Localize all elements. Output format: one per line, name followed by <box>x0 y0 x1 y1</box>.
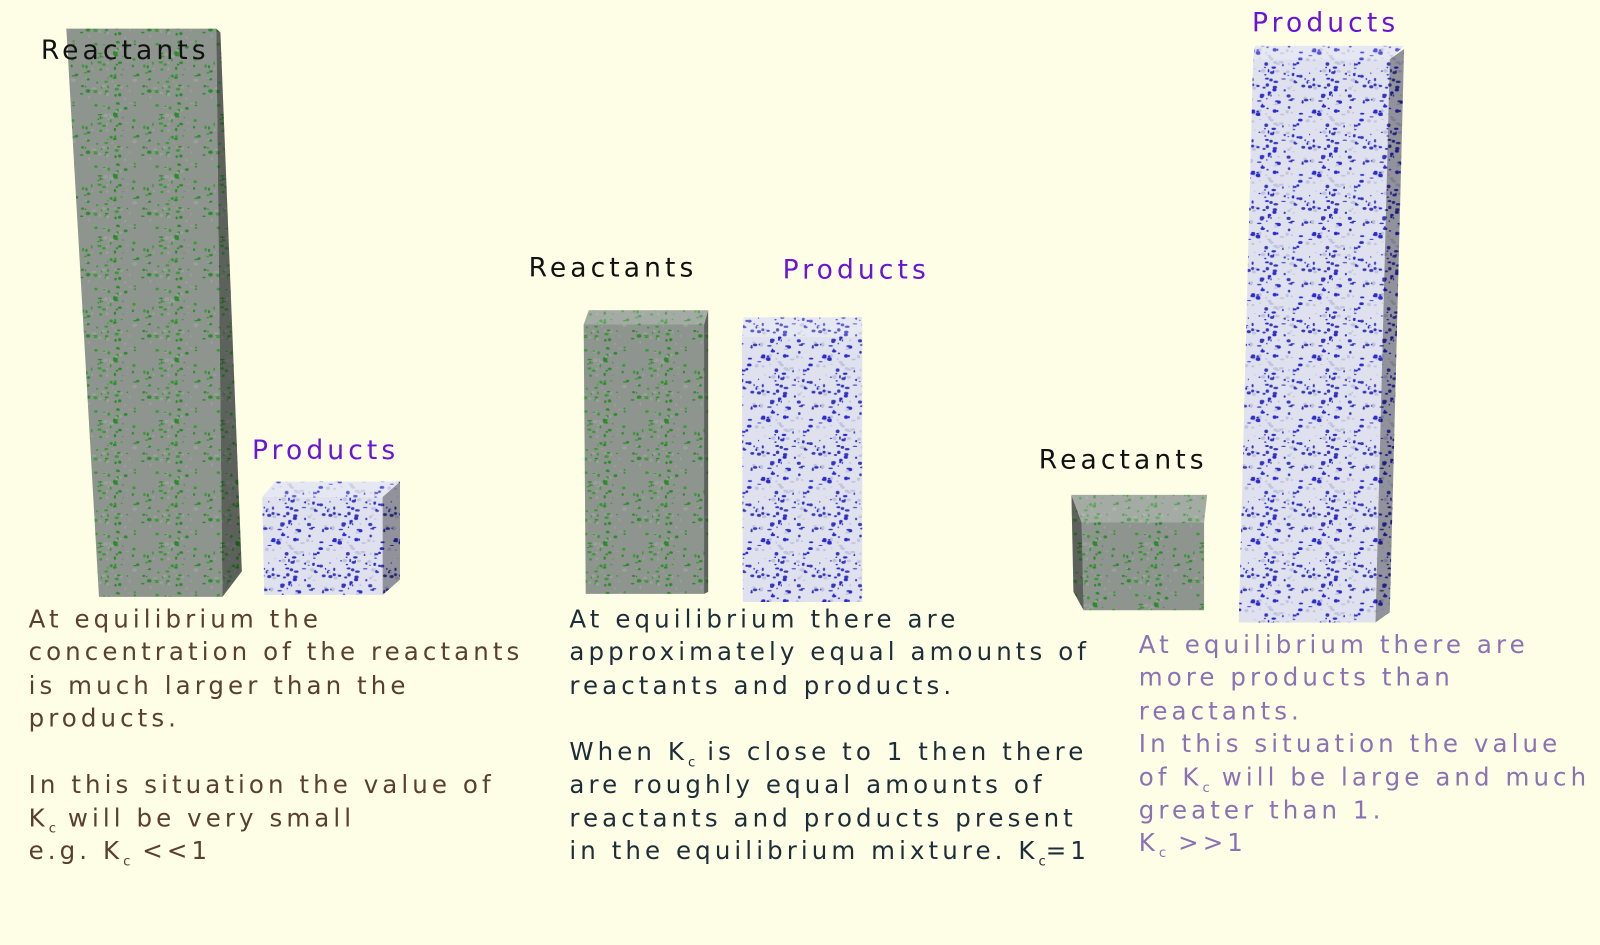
block-side <box>1375 48 1405 623</box>
block-front <box>1238 59 1390 623</box>
block-shade <box>1071 494 1084 611</box>
subscript: c <box>123 853 131 870</box>
text-segment: reactants and products present <box>569 803 1077 833</box>
text-segment: At equilibrium there are <box>569 605 960 634</box>
text-segment: more products than <box>1138 663 1454 693</box>
subscript: c <box>1158 846 1167 862</box>
text-segment: In this situation the value of <box>28 770 495 800</box>
reactants-label: Reactants <box>40 35 210 67</box>
text-segment: in the equilibrium mixture. K <box>569 836 1039 866</box>
subscript: c <box>688 754 696 771</box>
description-line: reactants. <box>1139 699 1303 723</box>
block-shade <box>1071 494 1208 523</box>
description-line: In this situation the value <box>1139 732 1561 756</box>
text-segment: will be large and much <box>1209 762 1591 792</box>
description-line: Kc will be very small <box>29 806 356 836</box>
description-line: When Kc is close to 1 then there <box>569 739 1087 769</box>
products-label: Products <box>782 255 930 286</box>
block <box>66 28 242 597</box>
description-line: In this situation the value of <box>29 773 495 797</box>
block-shade <box>382 481 400 595</box>
description-line: more products than <box>1139 666 1454 690</box>
description-line: At equilibrium there are <box>1139 633 1529 657</box>
block-front <box>741 336 863 603</box>
block-shade <box>262 481 400 497</box>
description-line: At equilibrium there are <box>569 607 959 631</box>
text-segment: K <box>1138 828 1159 858</box>
block-shade <box>741 317 863 337</box>
block-top <box>1071 494 1208 523</box>
description-line: of Kc will be large and much <box>1139 765 1590 795</box>
text-segment: <<1 <box>130 836 212 866</box>
block-front <box>1081 522 1205 611</box>
block-shade <box>216 28 242 597</box>
description-line: in the equilibrium mixture. Kc=1 <box>569 839 1090 869</box>
block-shade <box>583 310 709 325</box>
description-line: e.g. Kc <<1 <box>29 839 212 869</box>
text-segment: greater than 1. <box>1138 795 1385 825</box>
products-label: Products <box>1252 8 1400 39</box>
block <box>583 310 709 594</box>
text-segment: approximately equal amounts of <box>569 638 1090 667</box>
block-shade <box>1253 45 1405 60</box>
block-shade <box>1375 48 1405 623</box>
text-segment: is close to 1 then there <box>695 737 1088 767</box>
text-segment: of K <box>1138 762 1203 792</box>
block-top <box>1253 45 1405 60</box>
block <box>1071 494 1208 611</box>
text-segment: >>1 <box>1166 828 1247 858</box>
reactants-label: Reactants <box>528 253 698 284</box>
text-segment: will be very small <box>56 803 356 833</box>
subscript: c <box>48 820 57 837</box>
block-side <box>1071 494 1084 611</box>
text-segment: concentration of the reactants <box>28 638 524 667</box>
block-side <box>704 310 709 594</box>
description-line: Kc >>1 <box>1139 831 1247 861</box>
text-segment: e.g. K <box>28 836 124 866</box>
description-line: concentration of the reactants <box>29 640 524 664</box>
block-top <box>262 481 400 497</box>
text-segment: products. <box>28 704 181 733</box>
text-segment: =1 <box>1045 836 1091 866</box>
description-line: At equilibrium the <box>29 607 322 631</box>
text-segment: is much larger than the <box>28 671 410 700</box>
description-line: reactants and products present <box>569 806 1076 830</box>
subscript: c <box>1038 853 1046 870</box>
description-line: greater than 1. <box>1139 798 1385 822</box>
text-segment: reactants. <box>1138 696 1303 726</box>
reactants-label: Reactants <box>1038 444 1208 476</box>
text-segment: At equilibrium there are <box>1138 630 1529 660</box>
text-segment: reactants and products. <box>569 671 956 700</box>
text-segment: When K <box>569 737 689 767</box>
text-segment: At equilibrium the <box>28 605 323 634</box>
block <box>262 481 400 595</box>
text-segment: In this situation the value <box>1138 729 1562 759</box>
products-label: Products <box>252 435 400 467</box>
block <box>1238 45 1405 623</box>
text-segment: are roughly equal amounts of <box>569 770 1046 800</box>
description-line: are roughly equal amounts of <box>569 773 1045 797</box>
block-top <box>583 310 709 325</box>
block-side <box>382 481 400 595</box>
block-shade <box>704 310 709 594</box>
block-front <box>583 324 705 594</box>
block-top <box>741 317 863 337</box>
block-side <box>216 28 242 597</box>
block <box>741 317 863 603</box>
text-segment: K <box>28 803 49 833</box>
subscript: c <box>1202 780 1210 796</box>
block-front <box>66 28 223 597</box>
description-line: reactants and products. <box>569 673 955 697</box>
block-front <box>262 496 383 595</box>
description-line: is much larger than the <box>29 673 410 697</box>
description-line: products. <box>29 706 180 730</box>
description-line: approximately equal amounts of <box>569 640 1090 664</box>
